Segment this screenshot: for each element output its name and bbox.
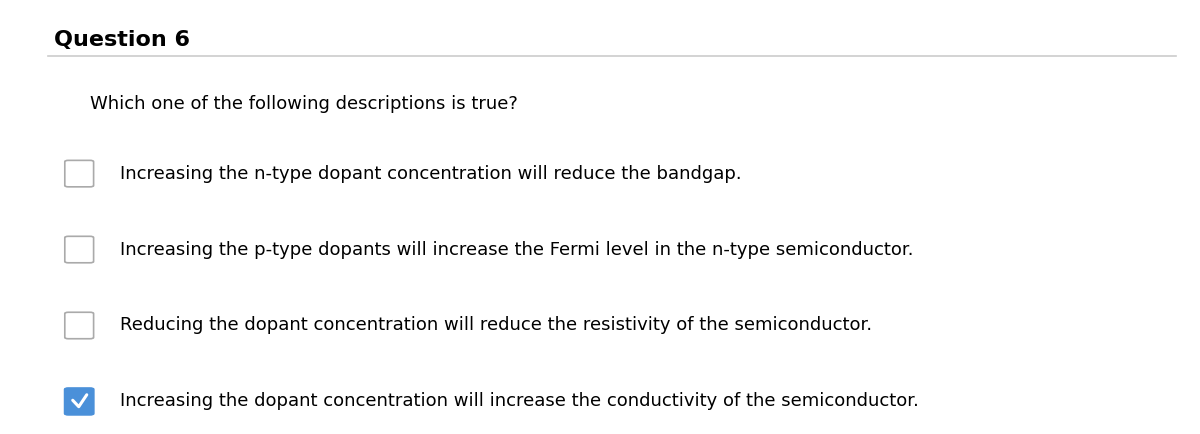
FancyBboxPatch shape [65, 388, 94, 414]
Text: Which one of the following descriptions is true?: Which one of the following descriptions … [90, 95, 518, 113]
Text: Increasing the n-type dopant concentration will reduce the bandgap.: Increasing the n-type dopant concentrati… [120, 164, 742, 183]
Text: Question 6: Question 6 [54, 30, 190, 50]
FancyBboxPatch shape [65, 161, 94, 187]
FancyBboxPatch shape [65, 236, 94, 263]
Text: Increasing the p-type dopants will increase the Fermi level in the n-type semico: Increasing the p-type dopants will incre… [120, 240, 913, 259]
Text: Reducing the dopant concentration will reduce the resistivity of the semiconduct: Reducing the dopant concentration will r… [120, 316, 872, 335]
Text: Increasing the dopant concentration will increase the conductivity of the semico: Increasing the dopant concentration will… [120, 392, 919, 411]
FancyBboxPatch shape [65, 312, 94, 339]
